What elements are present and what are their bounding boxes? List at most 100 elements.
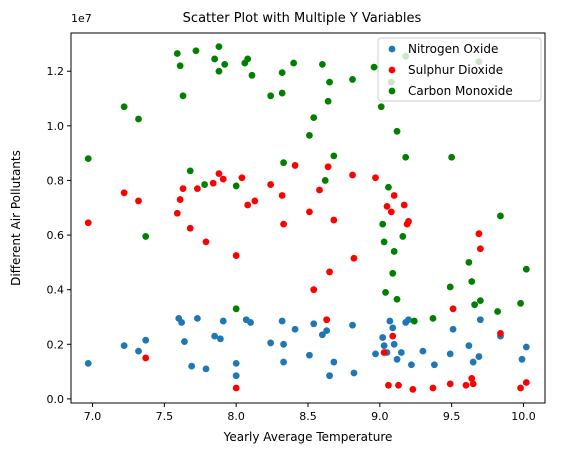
data-point bbox=[448, 153, 456, 161]
data-point bbox=[215, 170, 223, 178]
data-point bbox=[517, 384, 524, 392]
data-point bbox=[405, 316, 412, 324]
data-point bbox=[446, 380, 454, 388]
data-point bbox=[278, 89, 286, 97]
data-point bbox=[410, 317, 418, 325]
data-point bbox=[323, 316, 331, 324]
axis-ticks: 7.0 7.5 8.0 8.5 9.0 9.5 10.0 0.0 0.2 0.4 0.6 0.8 1.0… bbox=[47, 65, 536, 423]
data-point bbox=[179, 185, 187, 193]
data-point bbox=[386, 317, 394, 325]
x-axis-label: Yearly Average Temperature bbox=[223, 430, 393, 444]
data-point bbox=[389, 332, 397, 340]
data-point bbox=[387, 208, 395, 216]
data-point bbox=[405, 218, 412, 225]
data-point bbox=[497, 329, 504, 337]
data-point bbox=[465, 258, 473, 266]
data-point bbox=[323, 327, 331, 335]
x-tick-label: 10.0 bbox=[511, 410, 536, 423]
data-point bbox=[517, 299, 524, 307]
data-point bbox=[306, 351, 313, 359]
legend-marker bbox=[388, 87, 396, 95]
data-point bbox=[330, 152, 338, 160]
data-point bbox=[469, 380, 477, 388]
data-point bbox=[186, 167, 194, 175]
data-point bbox=[522, 343, 530, 351]
data-point bbox=[267, 181, 275, 188]
y-axis-multiplier: 1e7 bbox=[71, 12, 92, 25]
data-point bbox=[232, 384, 240, 392]
x-tick-label: 7.0 bbox=[84, 410, 102, 423]
data-point bbox=[408, 361, 415, 369]
x-tick-label: 7.5 bbox=[156, 410, 174, 423]
data-point bbox=[399, 233, 407, 240]
x-tick-label: 8.0 bbox=[227, 410, 245, 423]
data-point bbox=[393, 127, 401, 135]
data-point bbox=[475, 353, 483, 360]
data-point bbox=[179, 92, 187, 100]
y-tick-label: 0.8 bbox=[47, 174, 65, 187]
data-point bbox=[330, 216, 338, 224]
data-point bbox=[409, 385, 417, 393]
data-point bbox=[202, 238, 210, 246]
legend-marker bbox=[388, 66, 396, 74]
data-point bbox=[186, 224, 194, 232]
data-point bbox=[324, 163, 332, 171]
data-point bbox=[449, 305, 457, 313]
data-point bbox=[385, 381, 392, 389]
data-point bbox=[280, 220, 287, 228]
data-point bbox=[215, 67, 223, 75]
data-point bbox=[379, 334, 387, 341]
data-points bbox=[84, 43, 530, 393]
data-point bbox=[522, 379, 530, 386]
data-point bbox=[244, 201, 252, 209]
data-point bbox=[176, 196, 184, 203]
data-point bbox=[475, 230, 483, 238]
data-point bbox=[291, 325, 299, 333]
data-point bbox=[232, 252, 240, 259]
data-point bbox=[278, 69, 286, 76]
data-point bbox=[350, 254, 358, 262]
data-point bbox=[522, 265, 530, 273]
data-point bbox=[120, 342, 128, 350]
data-point bbox=[377, 103, 385, 111]
data-point bbox=[247, 319, 254, 326]
chart-title: Scatter Plot with Multiple Y Variables bbox=[183, 11, 422, 26]
legend-label: Nitrogen Oxide bbox=[408, 42, 498, 56]
data-point bbox=[290, 59, 298, 67]
data-point bbox=[291, 162, 299, 169]
data-point bbox=[135, 347, 142, 355]
series-1 bbox=[84, 162, 530, 393]
data-point bbox=[389, 269, 397, 277]
data-point bbox=[350, 369, 358, 377]
legend-marker bbox=[388, 45, 396, 53]
data-point bbox=[280, 340, 287, 348]
data-point bbox=[372, 174, 379, 182]
data-point bbox=[383, 202, 391, 210]
data-point bbox=[219, 175, 227, 183]
data-point bbox=[431, 361, 438, 369]
data-point bbox=[84, 155, 92, 163]
data-point bbox=[393, 295, 401, 303]
series-2 bbox=[84, 43, 530, 325]
data-point bbox=[194, 185, 201, 193]
data-point bbox=[120, 189, 128, 197]
data-point bbox=[476, 316, 484, 324]
y-tick-label: 0.2 bbox=[47, 338, 65, 351]
data-point bbox=[181, 338, 188, 345]
data-point bbox=[462, 381, 470, 389]
data-point bbox=[382, 289, 389, 296]
data-point bbox=[476, 245, 484, 253]
data-point bbox=[120, 103, 128, 111]
data-point bbox=[232, 182, 240, 190]
data-point bbox=[370, 63, 378, 71]
data-point bbox=[310, 286, 318, 294]
data-point bbox=[211, 55, 219, 63]
data-point bbox=[390, 248, 398, 255]
data-point bbox=[280, 358, 287, 366]
data-point bbox=[232, 360, 240, 367]
data-point bbox=[211, 332, 219, 340]
data-point bbox=[173, 209, 181, 217]
data-point bbox=[142, 233, 150, 240]
data-point bbox=[221, 61, 229, 68]
